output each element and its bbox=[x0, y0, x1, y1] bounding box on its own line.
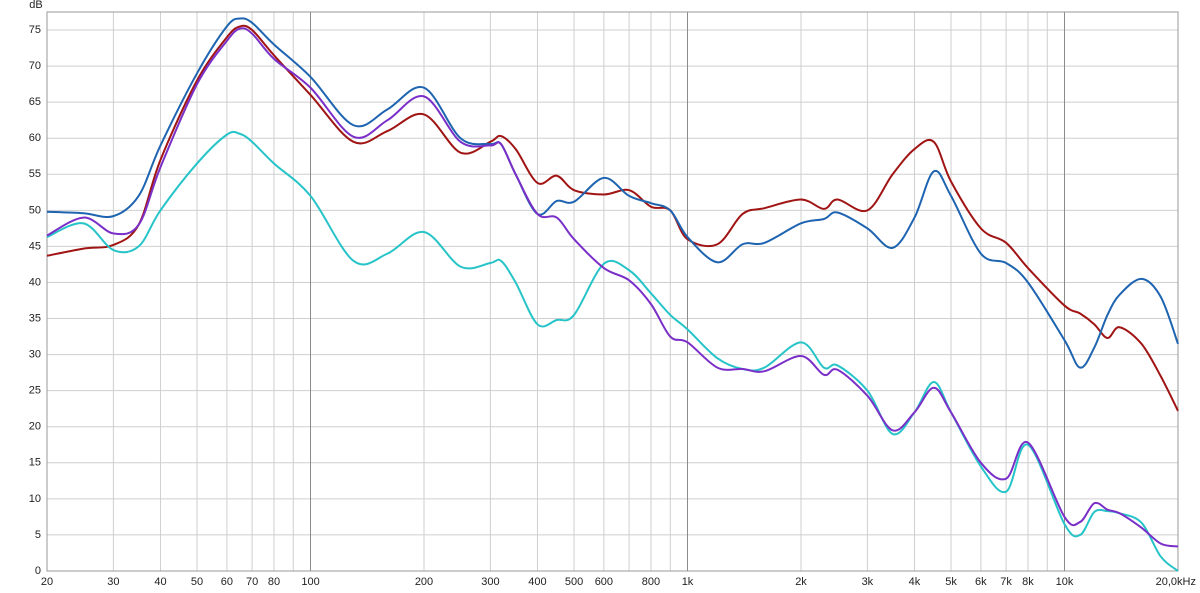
x-tick-label: 7k bbox=[1000, 576, 1012, 588]
x-tick-label: 10k bbox=[1056, 576, 1074, 588]
x-tick-label: 3k bbox=[862, 576, 874, 588]
y-tick-label: 45 bbox=[29, 240, 41, 252]
x-tick-label: 8k bbox=[1022, 576, 1034, 588]
x-tick-label: 60 bbox=[221, 576, 233, 588]
y-tick-label: 65 bbox=[29, 96, 41, 108]
series-line bbox=[46, 27, 1179, 548]
x-tick-label: 200 bbox=[415, 576, 433, 588]
y-tick-label: 15 bbox=[29, 457, 41, 469]
plot-frame bbox=[46, 11, 1179, 572]
y-tick-label: 60 bbox=[29, 132, 41, 144]
x-tick-label: 20,0kHz bbox=[1156, 576, 1196, 588]
x-tick-label: 5k bbox=[945, 576, 957, 588]
x-tick-label: 600 bbox=[595, 576, 613, 588]
x-tick-label: 400 bbox=[528, 576, 546, 588]
x-tick-label: 6k bbox=[975, 576, 987, 588]
x-tick-label: 70 bbox=[246, 576, 258, 588]
y-tick-label: 70 bbox=[29, 60, 41, 72]
x-tick-label: 800 bbox=[642, 576, 660, 588]
x-tick-label: 500 bbox=[565, 576, 583, 588]
y-tick-label: 10 bbox=[29, 493, 41, 505]
y-tick-label: 55 bbox=[29, 168, 41, 180]
x-tick-label: 40 bbox=[154, 576, 166, 588]
x-tick-label: 30 bbox=[107, 576, 119, 588]
y-tick-label: 35 bbox=[29, 312, 41, 324]
x-tick-label: 2k bbox=[795, 576, 807, 588]
series-line bbox=[46, 24, 1179, 412]
y-tick-label: 50 bbox=[29, 204, 41, 216]
y-tick-label: 20 bbox=[29, 421, 41, 433]
x-tick-label: 4k bbox=[909, 576, 921, 588]
x-tick-label: 50 bbox=[191, 576, 203, 588]
y-axis-label: dB bbox=[29, 0, 42, 11]
x-tick-label: 100 bbox=[301, 576, 319, 588]
x-tick-label: 300 bbox=[481, 576, 499, 588]
y-tick-label: 0 bbox=[35, 565, 41, 577]
series-line bbox=[46, 17, 1179, 369]
y-tick-label: 75 bbox=[29, 24, 41, 36]
series-line bbox=[46, 130, 1179, 572]
x-tick-label: 80 bbox=[268, 576, 280, 588]
x-tick-label: 1k bbox=[682, 576, 694, 588]
y-tick-label: 5 bbox=[35, 529, 41, 541]
x-tick-label: 20 bbox=[41, 576, 53, 588]
y-tick-label: 40 bbox=[29, 276, 41, 288]
y-tick-label: 25 bbox=[29, 385, 41, 397]
y-tick-label: 30 bbox=[29, 349, 41, 361]
